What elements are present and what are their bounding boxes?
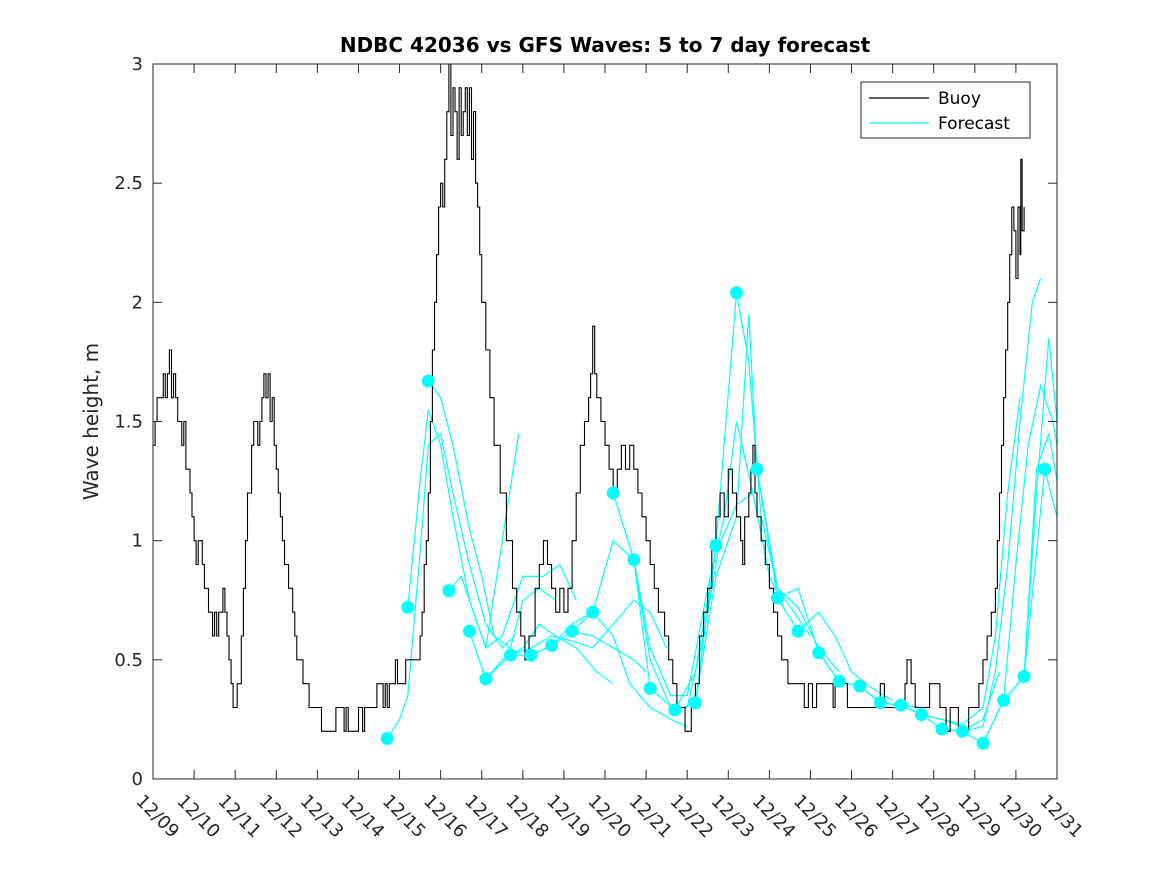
x-tick-label: 12/14 bbox=[337, 791, 389, 843]
y-tick-label: 1 bbox=[132, 531, 143, 552]
x-tick-label: 12/11 bbox=[214, 791, 266, 843]
forecast-marker bbox=[709, 538, 723, 552]
forecast-marker bbox=[832, 674, 846, 688]
forecast-marker bbox=[771, 591, 785, 605]
y-tick-label: 2.5 bbox=[114, 173, 143, 194]
forecast-run-line bbox=[530, 611, 688, 728]
x-tick-label: 12/29 bbox=[953, 791, 1005, 843]
forecast-marker bbox=[956, 724, 969, 738]
forecast-marker bbox=[643, 681, 657, 695]
forecast-marker bbox=[750, 462, 764, 476]
forecast-run-line bbox=[571, 539, 721, 709]
forecast-run-line bbox=[1003, 469, 1058, 701]
forecast-marker bbox=[504, 648, 517, 662]
y-tick-label: 3 bbox=[132, 54, 143, 75]
forecast-marker bbox=[914, 708, 928, 722]
forecast-run-line bbox=[982, 338, 1058, 744]
legend-label-forecast: Forecast bbox=[938, 114, 1010, 134]
forecast-run-line bbox=[633, 491, 787, 711]
y-tick-label: 0 bbox=[132, 769, 143, 790]
forecast-marker bbox=[1038, 462, 1052, 476]
forecast-marker bbox=[997, 693, 1011, 707]
x-tick-label: 12/19 bbox=[542, 791, 594, 843]
legend-box bbox=[860, 81, 1031, 139]
x-tick-label: 12/13 bbox=[296, 791, 348, 843]
legend-label-buoy: Buoy bbox=[938, 89, 981, 109]
forecast-marker bbox=[976, 736, 990, 750]
forecast-marker bbox=[791, 624, 805, 638]
x-tick-label: 12/09 bbox=[131, 791, 183, 843]
forecast-marker bbox=[545, 639, 559, 652]
forecast-marker bbox=[479, 672, 493, 686]
forecast-run-line bbox=[612, 421, 754, 697]
forecast-run-line bbox=[448, 563, 577, 649]
x-tick-label: 12/10 bbox=[173, 791, 225, 843]
x-tick-label: 12/18 bbox=[501, 791, 553, 843]
forecast-marker bbox=[873, 696, 887, 710]
forecast-marker bbox=[668, 703, 682, 717]
forecast-marker bbox=[688, 696, 702, 710]
legend: Buoy Forecast bbox=[860, 81, 1031, 139]
y-tick-label: 0.5 bbox=[114, 650, 143, 671]
forecast-marker bbox=[1017, 670, 1031, 683]
forecast-marker bbox=[812, 646, 826, 660]
forecast-marker bbox=[606, 486, 620, 500]
buoy-line bbox=[153, 63, 1025, 732]
forecast-marker bbox=[586, 605, 600, 619]
forecast-run-line bbox=[674, 292, 811, 711]
forecast-marker bbox=[421, 374, 435, 388]
y-axis-label: Wave height, m bbox=[79, 343, 103, 500]
x-tick-label: 12/28 bbox=[912, 791, 964, 843]
x-tick-label: 12/31 bbox=[1035, 791, 1087, 843]
forecast-marker bbox=[935, 722, 949, 736]
x-tick-label: 12/22 bbox=[666, 791, 718, 843]
forecast-run-line bbox=[756, 469, 893, 701]
x-tick-label: 12/17 bbox=[460, 791, 512, 843]
forecast-marker bbox=[401, 600, 415, 614]
x-tick-label: 12/30 bbox=[994, 791, 1046, 843]
forecast-marker bbox=[730, 286, 743, 300]
forecast-marker bbox=[442, 584, 456, 598]
forecast-run-line bbox=[1023, 433, 1058, 677]
x-tick-label: 12/21 bbox=[625, 791, 677, 843]
x-tick-label: 12/27 bbox=[871, 791, 923, 843]
chart-title: NDBC 42036 vs GFS Waves: 5 to 7 day fore… bbox=[340, 33, 871, 57]
forecast-run-line bbox=[510, 599, 668, 656]
x-tick-label: 12/24 bbox=[748, 791, 800, 843]
x-tick-label: 12/25 bbox=[789, 791, 841, 843]
y-tick-label: 2 bbox=[132, 292, 143, 313]
series-layer bbox=[153, 63, 1058, 750]
forecast-marker bbox=[894, 698, 908, 712]
x-tick-label: 12/20 bbox=[583, 791, 635, 843]
x-tick-label: 12/26 bbox=[830, 791, 882, 843]
x-tick-label: 12/12 bbox=[255, 791, 307, 843]
forecast-marker bbox=[524, 648, 538, 662]
y-tick-label: 1.5 bbox=[114, 412, 143, 433]
forecast-run-line bbox=[468, 623, 614, 685]
forecast-marker bbox=[380, 732, 394, 745]
forecast-run-line bbox=[407, 409, 520, 649]
x-tick-label: 12/15 bbox=[378, 791, 430, 843]
forecast-marker bbox=[462, 624, 476, 638]
forecast-marker bbox=[565, 624, 579, 638]
x-tick-label: 12/16 bbox=[419, 791, 471, 843]
forecast-run-line bbox=[386, 432, 516, 739]
x-tick-label: 12/23 bbox=[707, 791, 759, 843]
forecast-run-line bbox=[427, 380, 557, 649]
forecast-marker bbox=[853, 679, 867, 693]
forecast-marker bbox=[627, 553, 641, 567]
